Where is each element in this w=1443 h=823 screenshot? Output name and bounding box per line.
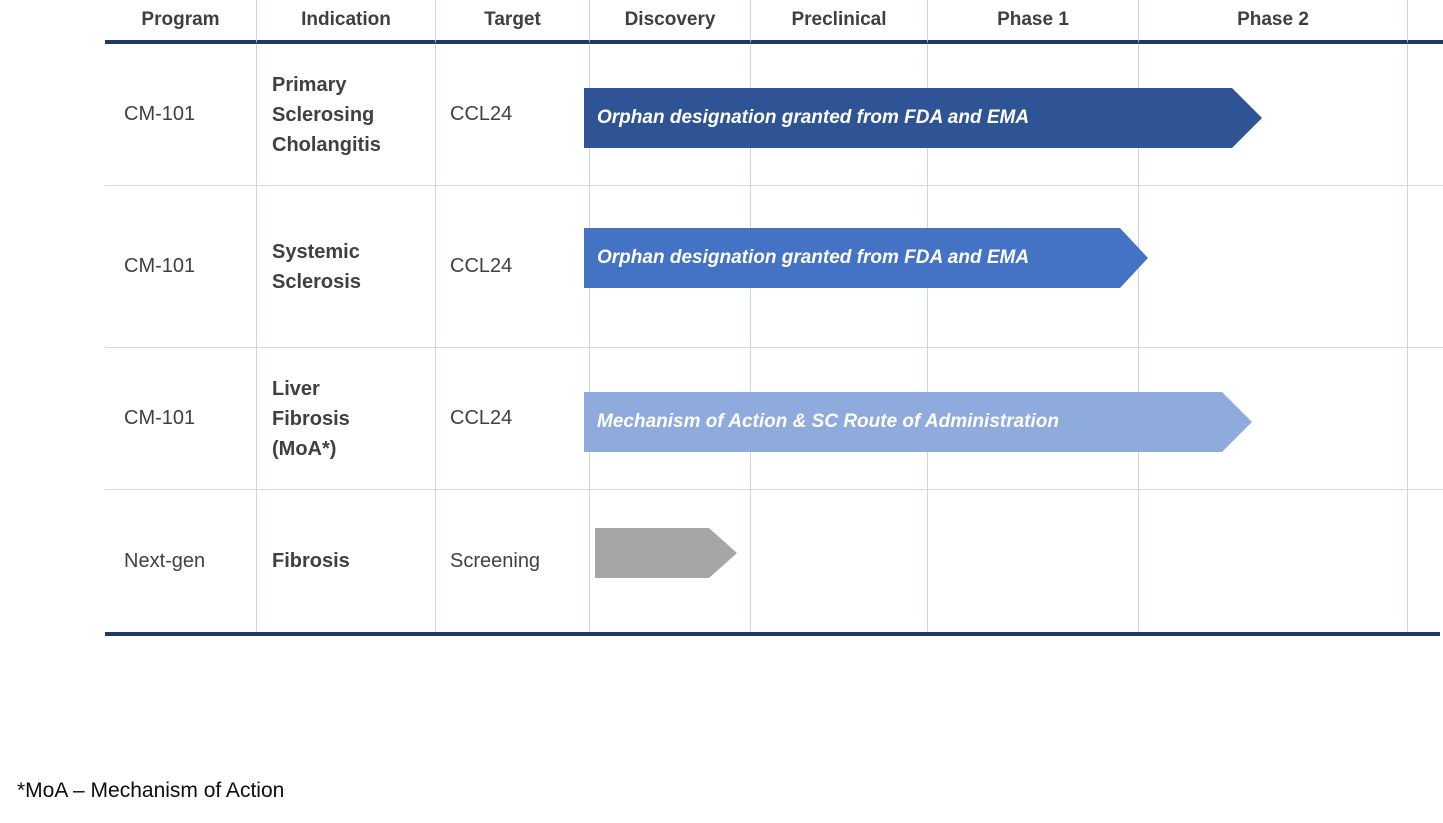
cell-indication: Systemic Sclerosis — [257, 186, 436, 348]
grid-cell — [590, 490, 751, 632]
cell-target: CCL24 — [436, 44, 590, 186]
grid-cell — [928, 490, 1139, 632]
cell-indication: Fibrosis — [257, 490, 436, 632]
arrow-label: Mechanism of Action & SC Route of Admini… — [597, 411, 1059, 432]
cell-program: CM-101 — [105, 44, 257, 186]
cell-target: Screening — [436, 490, 590, 632]
grid-cell — [1139, 348, 1408, 490]
grid-cell — [1408, 44, 1443, 186]
grid-cell — [1139, 186, 1408, 348]
cell-target: CCL24 — [436, 348, 590, 490]
pipeline-arrow-psc: Orphan designation granted from FDA and … — [584, 88, 1262, 148]
column-header-discovery: Discovery — [590, 0, 751, 44]
cell-target: CCL24 — [436, 186, 590, 348]
column-header-program: Program — [105, 0, 257, 44]
cell-program: CM-101 — [105, 348, 257, 490]
column-header-preclinical: Preclinical — [751, 0, 928, 44]
column-header-phase2: Phase 2 — [1139, 0, 1408, 44]
grid-cell — [1139, 490, 1408, 632]
pipeline-arrow-next-gen — [595, 528, 737, 578]
column-header-phase1: Phase 1 — [928, 0, 1139, 44]
grid-cell — [1139, 44, 1408, 186]
footnote: *MoA – Mechanism of Action — [17, 779, 285, 802]
cell-indication: Primary Sclerosing Cholangitis — [257, 44, 436, 186]
column-header-spacer — [1408, 0, 1443, 44]
grid-cell — [751, 490, 928, 632]
arrow-label: Orphan designation granted from FDA and … — [597, 107, 1030, 128]
column-header-indication: Indication — [257, 0, 436, 44]
pipeline-arrow-liver-fibrosis: Mechanism of Action & SC Route of Admini… — [584, 392, 1252, 452]
arrow-label: Orphan designation granted from FDA and … — [597, 247, 1030, 268]
table-bottom-rule — [105, 632, 1440, 636]
cell-indication: Liver Fibrosis (MoA*) — [257, 348, 436, 490]
grid-cell — [1408, 186, 1443, 348]
grid-cell — [1408, 348, 1443, 490]
grid-cell — [1408, 490, 1443, 632]
cell-program: CM-101 — [105, 186, 257, 348]
pipeline-arrow-ssc: Orphan designation granted from FDA and … — [584, 228, 1148, 288]
cell-program: Next-gen — [105, 490, 257, 632]
column-header-target: Target — [436, 0, 590, 44]
